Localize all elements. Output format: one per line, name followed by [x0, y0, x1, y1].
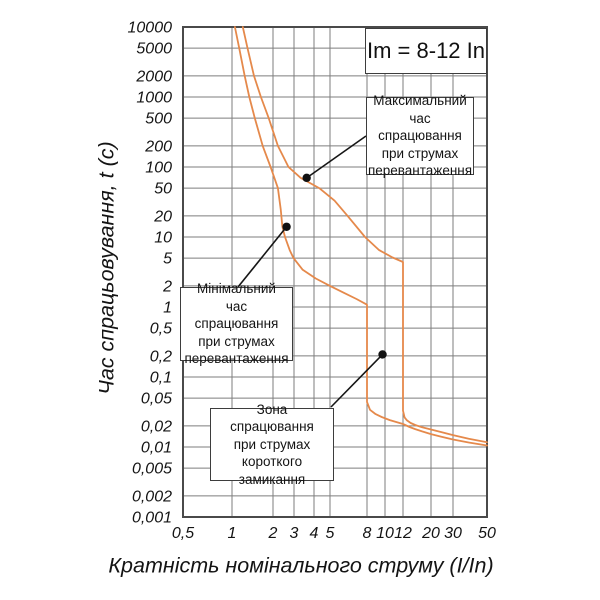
x-tick-label: 5 [326, 525, 335, 542]
magnetic-trip-range-label: Im = 8-12 In [367, 38, 486, 63]
y-tick-label: 500 [145, 111, 172, 128]
y-tick-label: 1000 [136, 90, 172, 107]
x-tick-label: 0,5 [172, 525, 194, 542]
y-tick-label: 0,5 [150, 321, 172, 338]
tick-labels: 100005000200010005002001005020105210,50,… [128, 20, 497, 543]
y-tick-label: 200 [144, 138, 172, 155]
annotation-leader-line [330, 353, 384, 408]
y-tick-label: 100 [145, 160, 172, 177]
x-tick-label: 1 [228, 525, 237, 542]
plot-frame [182, 26, 488, 518]
y-tick-label: 50 [154, 181, 172, 198]
y-tick-label: 1 [163, 300, 172, 317]
callout-max-trip-time: Максимальний час спрацювання при струмах… [366, 93, 474, 178]
annotation-dot [378, 350, 387, 359]
x-tick-label: 2 [268, 525, 278, 542]
short-circuit-zone-label: Зона спрацювання при струмах короткого з… [230, 401, 314, 487]
y-tick-label: 2000 [135, 68, 172, 85]
y-tick-label: 5000 [136, 41, 172, 58]
callout-magnetic-trip-range: Im = 8-12 In [365, 28, 487, 74]
x-tick-label: 50 [478, 525, 496, 542]
x-tick-label: 30 [444, 525, 462, 542]
x-tick-label: 8 [363, 525, 372, 542]
x-tick-label: 10 [376, 525, 394, 542]
annotation-dot [302, 173, 311, 183]
x-tick-label: 3 [290, 525, 299, 542]
y-tick-label: 0,002 [132, 488, 172, 505]
x-tick-label: 20 [421, 525, 440, 542]
y-tick-label: 0,01 [141, 440, 172, 457]
x-tick-label: 4 [310, 525, 319, 542]
min-trip-time-curve [233, 26, 488, 447]
max-trip-time-label: Максимальний час спрацювання при струмах… [367, 93, 473, 179]
y-axis-title: Час спрацьовування, t (с) [94, 141, 119, 395]
callout-min-trip-time: Мінімальний час спрацювання при струмах … [180, 281, 293, 366]
y-tick-label: 0,001 [132, 510, 172, 527]
y-tick-label: 10000 [128, 20, 173, 37]
y-tick-label: 0,05 [141, 391, 172, 408]
y-tick-label: 5 [163, 251, 172, 268]
y-tick-label: 20 [153, 208, 172, 225]
y-tick-label: 2 [162, 278, 172, 295]
x-axis-title: Кратність номінального струму (I/In) [108, 553, 494, 578]
annotation-leader-line [306, 135, 367, 179]
annotation-leader-line [237, 226, 288, 288]
y-tick-label: 0,005 [132, 461, 172, 478]
y-tick-label: 10 [154, 230, 172, 247]
callout-short-circuit-zone: Зона спрацювання при струмах короткого з… [210, 402, 334, 487]
x-tick-label: 12 [394, 525, 412, 542]
min-trip-time-label: Мінімальний час спрацювання при струмах … [184, 281, 289, 367]
y-tick-label: 0,1 [150, 370, 172, 387]
y-tick-label: 0,02 [141, 418, 172, 435]
annotation-dot [282, 222, 291, 231]
y-tick-label: 0,2 [150, 348, 172, 365]
max-trip-time-curve [241, 26, 488, 444]
